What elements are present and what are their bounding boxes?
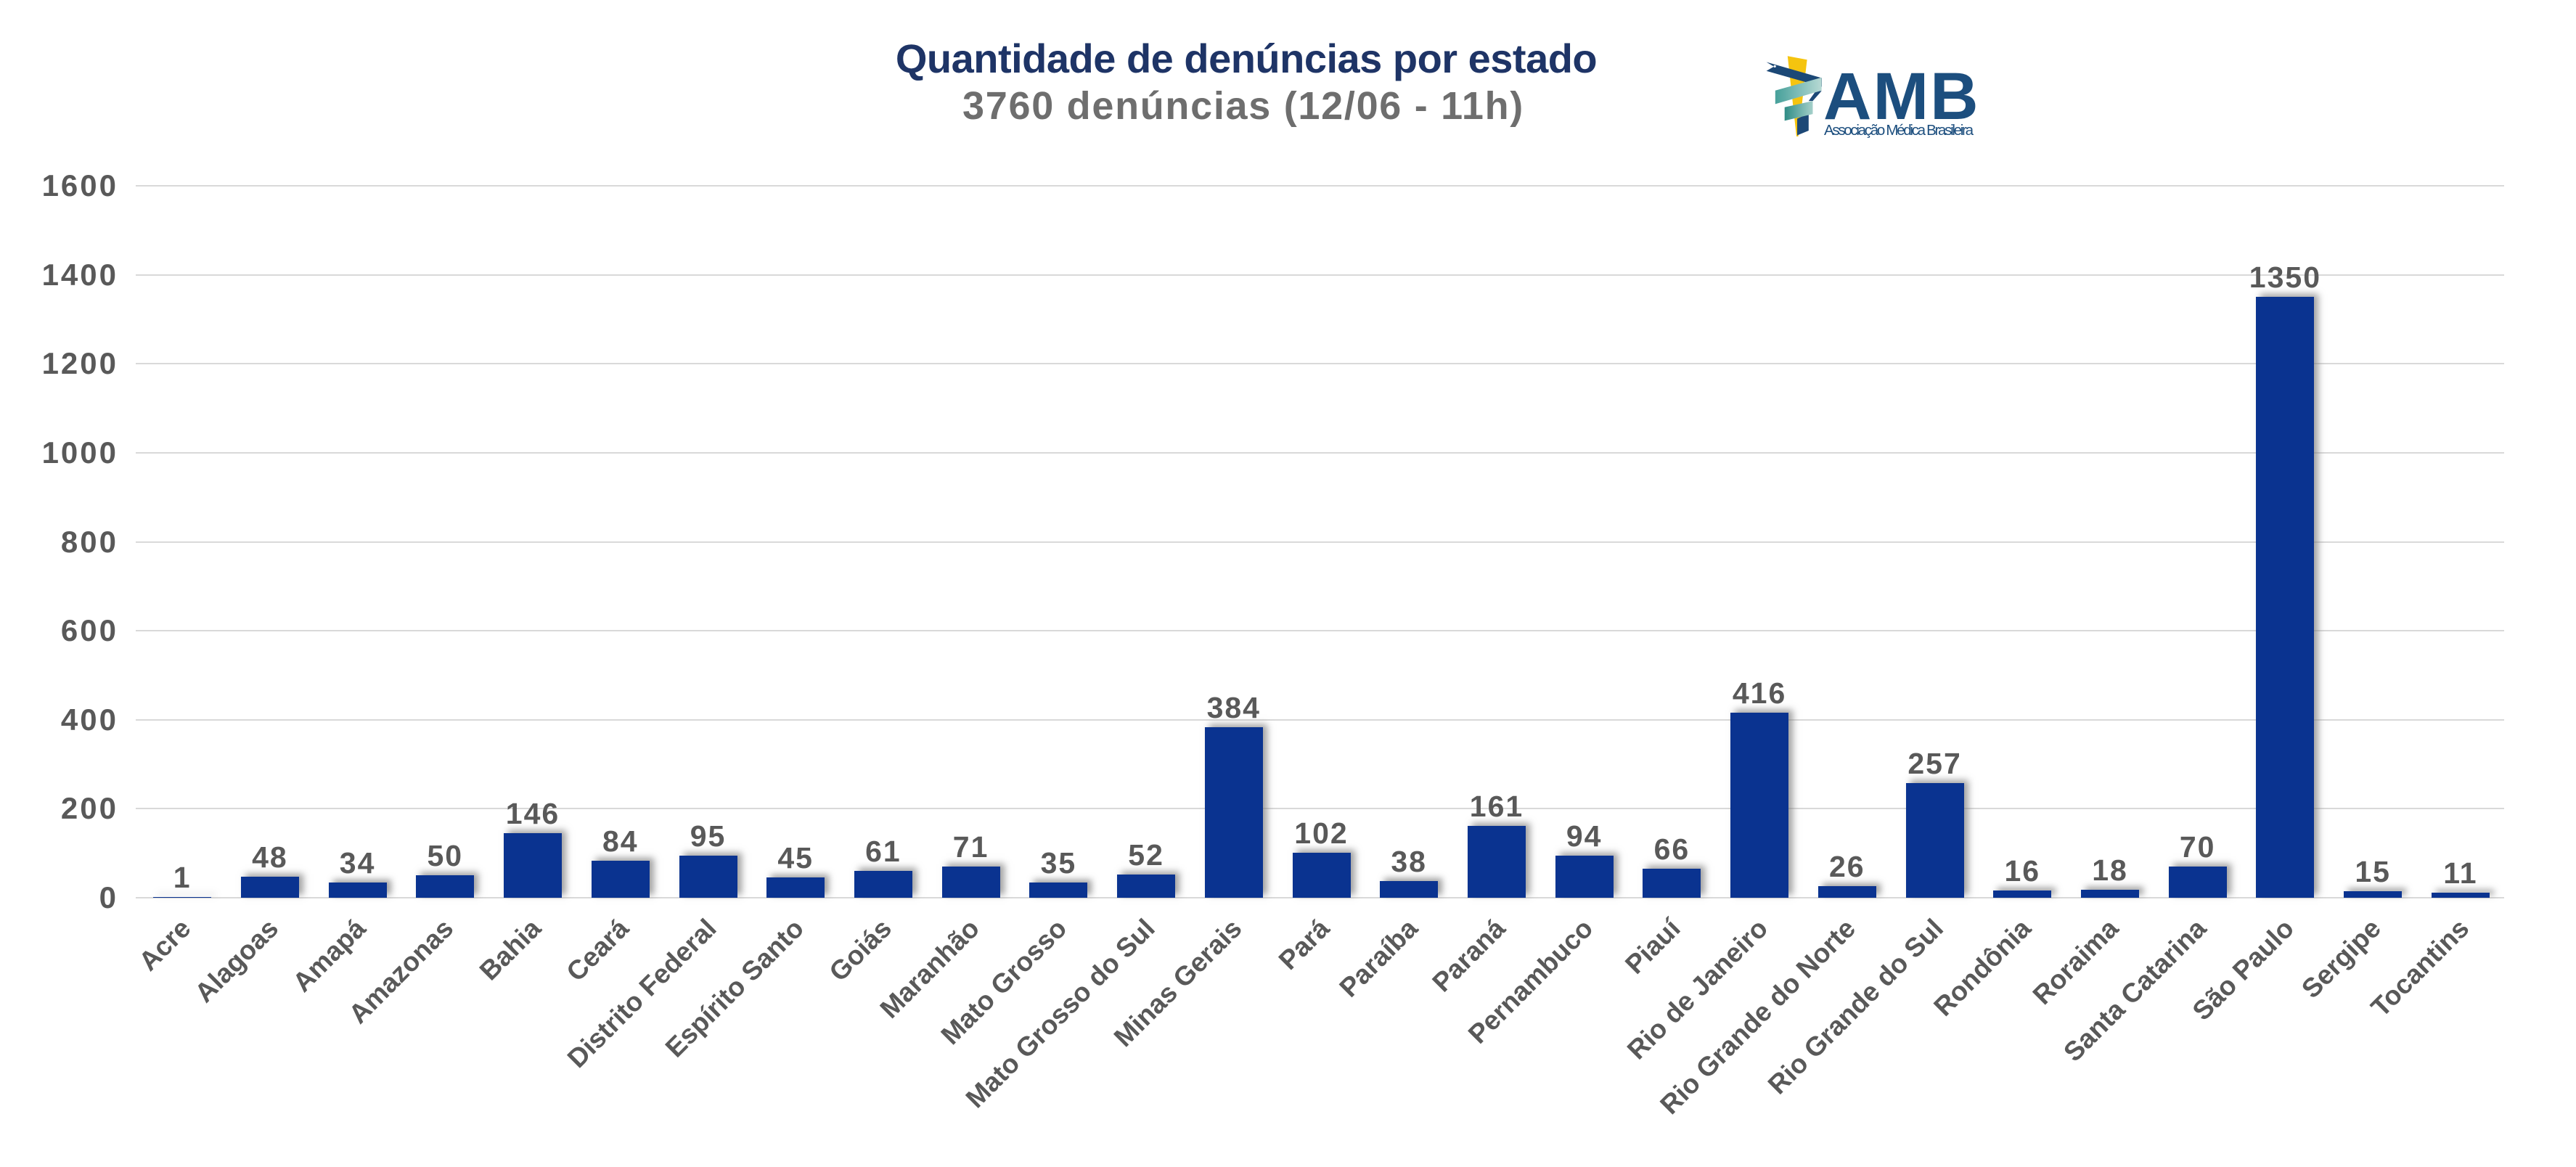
svg-text:AMB: AMB: [1823, 60, 1980, 134]
svg-text:Associação Médica Brasileira: Associação Médica Brasileira: [1824, 122, 1974, 139]
